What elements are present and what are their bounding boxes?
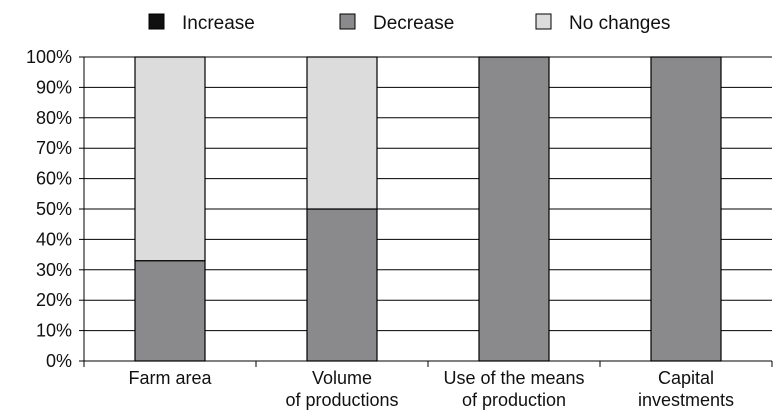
- y-tick-label: 90%: [36, 77, 72, 97]
- legend: Increase Decrease No changes: [148, 13, 670, 34]
- legend-label: No changes: [569, 13, 670, 34]
- legend-swatch-no-changes: [535, 13, 552, 30]
- y-axis-ticks: 0% 10% 20% 30% 40% 50% 60% 70% 80% 90% 100%: [26, 47, 84, 371]
- legend-swatch-increase: [148, 13, 165, 30]
- bar-segment-decrease: [650, 56, 722, 362]
- legend-swatch-decrease: [339, 13, 356, 30]
- bar-segment-decrease: [134, 260, 206, 362]
- y-tick-label: 10%: [36, 321, 72, 341]
- bar-segment-decrease: [306, 208, 378, 362]
- y-tick-label: 30%: [36, 260, 72, 280]
- y-tick-label: 80%: [36, 108, 72, 128]
- y-tick-label: 60%: [36, 169, 72, 189]
- bar-segment-no-changes: [134, 56, 206, 262]
- y-tick-label: 0%: [46, 351, 72, 371]
- legend-label: Increase: [182, 13, 255, 34]
- x-category-label: of production: [462, 390, 566, 410]
- y-tick-label: 100%: [26, 47, 72, 67]
- bar-segment-no-changes: [306, 56, 378, 210]
- legend-label: Decrease: [373, 13, 454, 34]
- x-category-label: Use of the means: [443, 368, 584, 388]
- x-category-label: Capital: [658, 368, 714, 388]
- x-category-label: Volume: [312, 368, 372, 388]
- y-tick-label: 20%: [36, 290, 72, 310]
- x-category-label: investments: [638, 390, 734, 410]
- y-tick-label: 40%: [36, 229, 72, 249]
- y-tick-label: 70%: [36, 138, 72, 158]
- x-category-label: Farm area: [128, 368, 212, 388]
- bar-segment-decrease: [478, 56, 550, 362]
- y-tick-label: 50%: [36, 199, 72, 219]
- x-category-label: of productions: [285, 390, 398, 410]
